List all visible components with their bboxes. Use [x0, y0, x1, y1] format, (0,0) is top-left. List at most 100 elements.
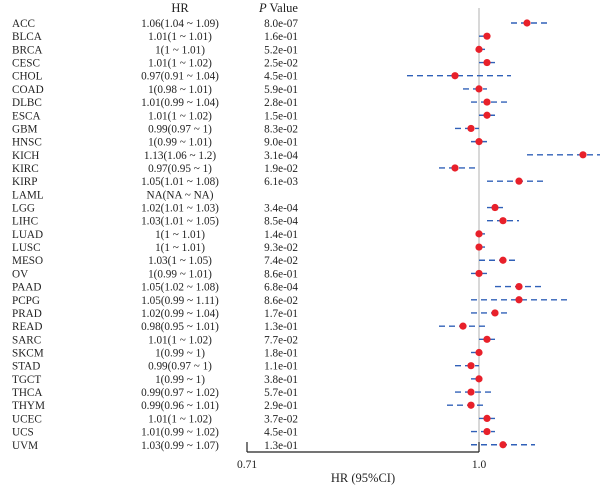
row-chol: CHOL 0.97(0.91 ~ 1.04) 4.5e-01 — [12, 71, 511, 83]
hr-point — [515, 177, 523, 185]
cancer-label: ACC — [12, 18, 35, 30]
p-value-text: 7.7e-02 — [264, 334, 298, 346]
row-prad: PRAD 1.02(0.99 ~ 1.04) 1.7e-01 — [12, 308, 511, 320]
cancer-label: MESO — [12, 255, 43, 267]
p-value-column-header: P Value — [258, 1, 298, 15]
row-thym: THYM 0.99(0.96 ~ 1.01) 2.9e-01 — [12, 400, 487, 412]
row-tgct: TGCT 1(0.99 ~ 1) 3.8e-01 — [12, 374, 483, 386]
hr-ci-text: 0.97(0.91 ~ 1.04) — [141, 71, 219, 83]
cancer-label: ESCA — [12, 110, 41, 122]
hr-point — [467, 388, 475, 396]
hr-point — [483, 111, 491, 119]
x-tick-label: 0.71 — [237, 459, 257, 471]
cancer-label: STAD — [12, 361, 40, 373]
hr-point — [499, 441, 507, 449]
p-value-text: 2.9e-01 — [264, 400, 298, 412]
p-value-text: 7.4e-02 — [264, 255, 298, 267]
row-cesc: CESC 1.01(1 ~ 1.02) 2.5e-02 — [12, 58, 495, 70]
row-kirc: KIRC 0.97(0.95 ~ 1) 1.9e-02 — [12, 163, 479, 175]
row-esca: ESCA 1.01(1 ~ 1.02) 1.5e-01 — [12, 110, 495, 122]
p-value-text: 1.8e-01 — [264, 348, 298, 360]
row-thca: THCA 0.99(0.97 ~ 1.02) 5.7e-01 — [12, 387, 495, 399]
p-value-text: 4.5e-01 — [264, 427, 298, 439]
hr-point — [483, 98, 491, 106]
hr-point — [483, 414, 491, 422]
cancer-label: OV — [12, 268, 28, 280]
row-meso: MESO 1.03(1 ~ 1.05) 7.4e-02 — [12, 255, 519, 267]
hr-ci-text: 1(0.99 ~ 1) — [155, 348, 205, 360]
hr-point — [523, 19, 531, 27]
hr-ci-text: 1.06(1.04 ~ 1.09) — [141, 18, 219, 30]
cancer-label: LAML — [12, 189, 44, 201]
p-value-text: 8.3e-02 — [264, 123, 298, 135]
p-value-text: 8.6e-01 — [264, 268, 298, 280]
cancer-label: THCA — [12, 387, 42, 399]
cancer-label: PRAD — [12, 308, 42, 320]
hr-point — [467, 124, 475, 133]
hr-point — [475, 45, 483, 53]
hr-point — [475, 348, 483, 357]
cancer-label: CESC — [12, 58, 40, 70]
hr-ci-text: 0.99(0.97 ~ 1) — [148, 123, 212, 135]
hr-ci-text: 1.05(1.02 ~ 1.08) — [141, 282, 219, 294]
row-ucec: UCEC 1.01(1 ~ 1.02) 3.7e-02 — [12, 413, 495, 425]
hr-ci-text: 1(0.98 ~ 1.01) — [148, 84, 212, 96]
hr-point — [483, 335, 491, 343]
row-lusc: LUSC 1(1 ~ 1.01) 9.3e-02 — [12, 242, 487, 254]
cancer-label: THYM — [12, 400, 45, 412]
cancer-label: UVM — [12, 440, 38, 452]
hr-ci-text: 1(0.99 ~ 1.01) — [148, 268, 212, 280]
cancer-label: BLCA — [12, 31, 42, 43]
cancer-label: COAD — [12, 84, 44, 96]
p-value-text: 3.7e-02 — [264, 413, 298, 425]
hr-point — [475, 243, 483, 251]
p-value-text: 1.7e-01 — [264, 308, 298, 320]
hr-point — [451, 164, 459, 172]
hr-point — [459, 322, 467, 330]
hr-point — [467, 362, 475, 370]
hr-ci-text: 1(0.99 ~ 1) — [155, 374, 205, 386]
hr-ci-text: 1.13(1.06 ~ 1.2) — [144, 150, 217, 162]
cancer-label: PAAD — [12, 282, 41, 294]
cancer-label: SARC — [12, 334, 41, 346]
cancer-label: TGCT — [12, 374, 41, 386]
cancer-label: HNSC — [12, 137, 42, 149]
p-value-text: 1.9e-02 — [264, 163, 298, 175]
cancer-label: BRCA — [12, 44, 42, 56]
p-value-text: 4.5e-01 — [264, 71, 298, 83]
hr-point — [475, 375, 483, 383]
hr-ci-text: 1.05(0.99 ~ 1.11) — [141, 295, 219, 307]
row-gbm: GBM 0.99(0.97 ~ 1) 8.3e-02 — [12, 123, 479, 135]
hr-ci-text: 1(1 ~ 1.01) — [155, 44, 205, 56]
cancer-label: UCEC — [12, 413, 42, 425]
hr-point — [499, 217, 507, 225]
hr-ci-text: 1(0.99 ~ 1.01) — [148, 137, 212, 149]
hr-point — [475, 138, 483, 146]
row-hnsc: HNSC 1(0.99 ~ 1.01) 9.0e-01 — [12, 137, 487, 149]
hr-ci-text: 1.02(0.99 ~ 1.04) — [141, 308, 219, 320]
hr-ci-text: 1.01(1 ~ 1.02) — [148, 413, 212, 425]
p-value-text: 2.5e-02 — [264, 58, 298, 70]
hr-point — [467, 401, 475, 409]
row-blca: BLCA 1.01(1 ~ 1.01) 1.6e-01 — [12, 31, 491, 43]
p-value-text: 1.4e-01 — [264, 229, 298, 241]
cancer-label: LGG — [12, 203, 35, 215]
cancer-label: LIHC — [12, 216, 38, 228]
hr-point — [579, 151, 587, 159]
cancer-label: GBM — [12, 123, 38, 135]
row-dlbc: DLBC 1.01(0.99 ~ 1.04) 2.8e-01 — [12, 97, 511, 109]
hr-ci-text: 0.99(0.96 ~ 1.01) — [141, 400, 219, 412]
hr-ci-text: 1.05(1.01 ~ 1.08) — [141, 176, 219, 188]
hr-point — [475, 230, 483, 238]
p-value-text: 1.1e-01 — [264, 361, 298, 373]
row-paad: PAAD 1.05(1.02 ~ 1.08) 6.8e-04 — [12, 282, 543, 294]
hr-ci-text: 1.01(0.99 ~ 1.02) — [141, 427, 219, 439]
hr-point — [515, 283, 523, 291]
row-ov: OV 1(0.99 ~ 1.01) 8.6e-01 — [12, 268, 487, 280]
p-value-text: 6.1e-03 — [264, 176, 298, 188]
hr-ci-text: 0.99(0.97 ~ 1) — [148, 361, 212, 373]
cancer-label: KIRC — [12, 163, 39, 175]
hr-point — [483, 32, 491, 40]
cancer-label: PCPG — [12, 295, 40, 307]
